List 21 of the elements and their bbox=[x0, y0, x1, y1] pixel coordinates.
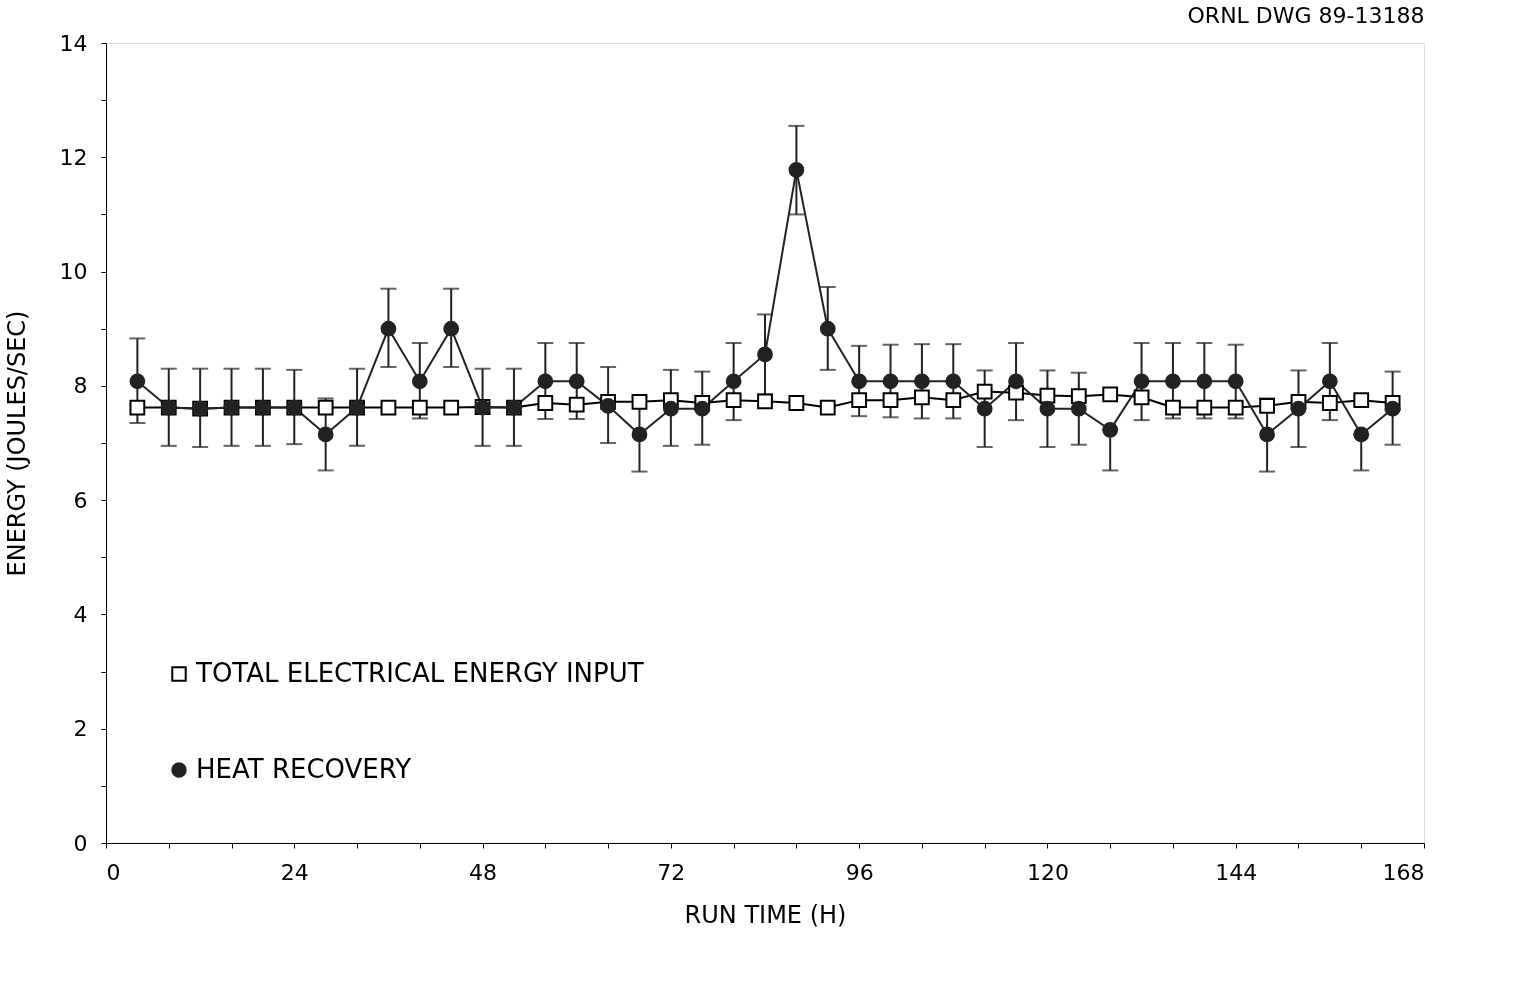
y-tick-label: 10 bbox=[59, 259, 88, 285]
legend-label: TOTAL ELECTRICAL ENERGY INPUT bbox=[195, 658, 644, 688]
x-tick-label: 96 bbox=[845, 859, 874, 885]
y-tick-label: 8 bbox=[73, 373, 88, 399]
x-tick-label: 0 bbox=[106, 859, 121, 885]
x-tick-label: 120 bbox=[1026, 859, 1069, 885]
y-axis-title: ENERGY (JOULES/SEC) bbox=[2, 310, 31, 577]
x-axis-title: RUN TIME (H) bbox=[684, 900, 847, 929]
legend-label: HEAT RECOVERY bbox=[196, 754, 412, 784]
x-tick-label: 24 bbox=[280, 859, 309, 885]
y-tick-label: 12 bbox=[59, 144, 88, 170]
text: ORNL DWG 89-13188 bbox=[1187, 3, 1425, 28]
x-tick-label: 144 bbox=[1215, 859, 1258, 885]
y-tick-label: 0 bbox=[73, 830, 88, 856]
x-tick-label: 168 bbox=[1382, 859, 1425, 885]
x-tick-label: 48 bbox=[469, 859, 498, 885]
y-tick-label: 6 bbox=[73, 487, 88, 513]
y-tick-label: 14 bbox=[59, 30, 88, 56]
y-tick-label: 4 bbox=[73, 601, 88, 627]
x-tick-label: 72 bbox=[657, 859, 686, 885]
y-tick-label: 2 bbox=[73, 716, 88, 742]
